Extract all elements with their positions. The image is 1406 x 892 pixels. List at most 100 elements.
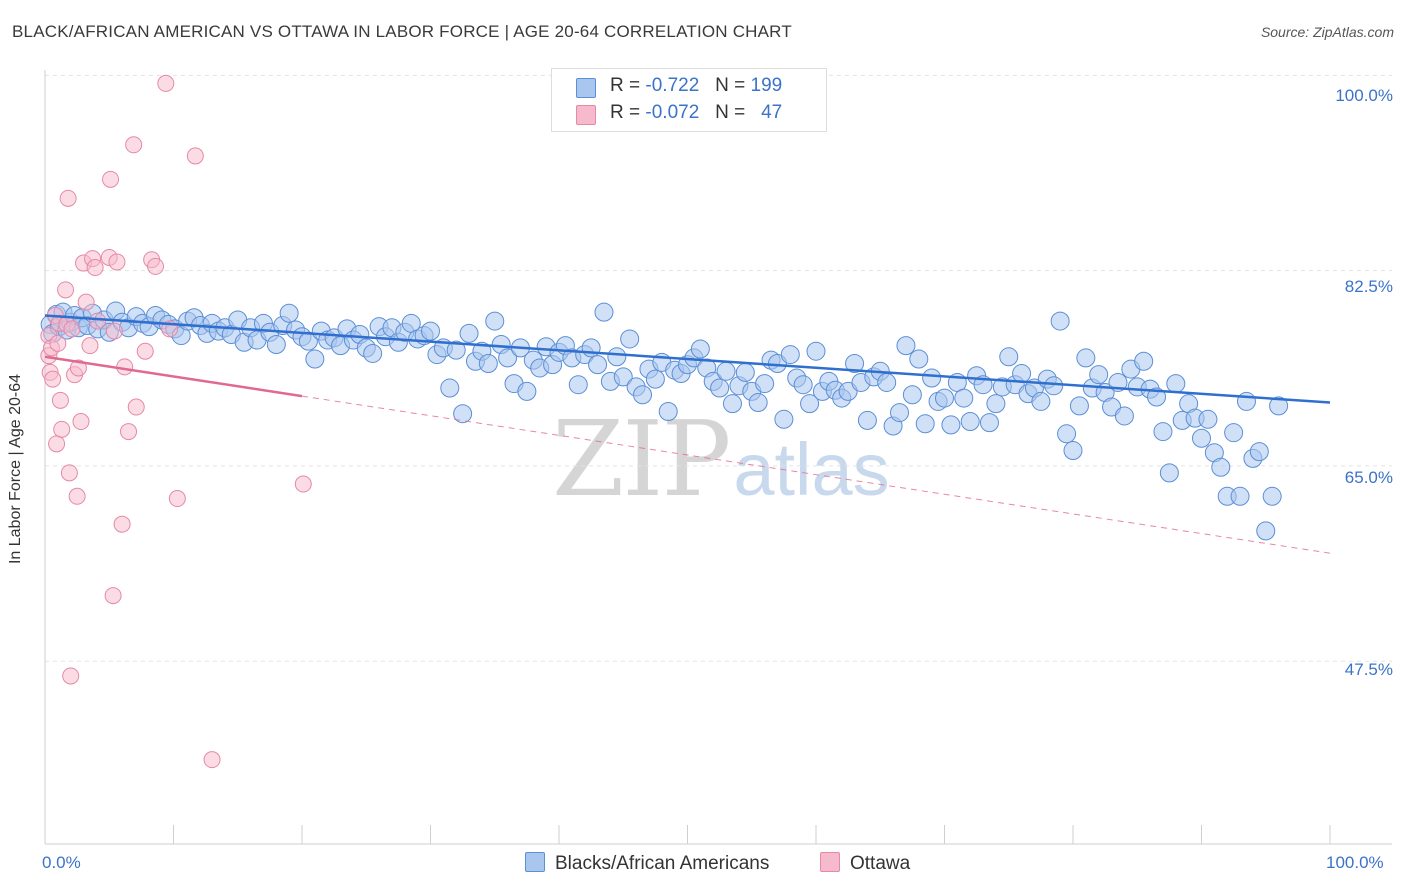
pink-point-34 [120, 423, 138, 441]
blue-point-99 [645, 369, 665, 389]
watermark: ZIPatlas [552, 398, 890, 520]
pink-point-4 [44, 370, 62, 388]
r-value-blue: -0.722 [645, 75, 700, 96]
pink-trend-line-dashed [301, 395, 1331, 554]
blue-point-55 [363, 343, 383, 363]
blue-swatch [576, 78, 596, 98]
blue-point-151 [979, 413, 999, 433]
pink-point-20 [72, 413, 90, 431]
n-value-pink: 47 [761, 102, 783, 123]
pink-point-14 [60, 464, 78, 482]
blue-point-180 [1166, 374, 1186, 394]
blue-point-147 [954, 388, 974, 408]
pink-point-10 [53, 420, 71, 438]
blue-point-185 [1198, 409, 1218, 429]
blue-point-140 [909, 349, 929, 369]
blue-point-137 [890, 403, 910, 423]
pink-point-26 [89, 312, 107, 330]
pink-point-18 [68, 487, 86, 505]
blue-point-93 [607, 347, 627, 367]
blue-point-87 [568, 375, 588, 395]
y-tick-label-65: 65.0% [1344, 468, 1393, 487]
blue-point-97 [633, 385, 653, 405]
blue-point-68 [446, 340, 466, 360]
watermark-zip: ZIP [552, 398, 731, 520]
pink-point-43 [186, 147, 204, 165]
pink-point-13 [59, 189, 77, 207]
n-label: N = [715, 75, 746, 96]
blue-trend-line [44, 314, 1331, 404]
blue-point-172 [1114, 406, 1134, 426]
blue-point-152 [986, 394, 1006, 414]
blue-point-138 [896, 336, 916, 356]
blue-point-190 [1230, 486, 1250, 506]
pink-point-28 [102, 170, 120, 188]
pink-point-36 [127, 398, 145, 416]
stats-legend: R = -0.722 N = 199 R = -0.072 N = 47 [551, 68, 827, 132]
pink-point-35 [125, 136, 143, 154]
blue-point-67 [440, 378, 460, 398]
watermark-atlas: atlas [733, 428, 890, 511]
blue-point-123 [800, 394, 820, 414]
pink-trend-line-solid [44, 355, 303, 398]
n-label: N = [715, 102, 746, 123]
blue-point-106 [690, 339, 710, 359]
blue-point-168 [1089, 365, 1109, 385]
blue-point-195 [1262, 486, 1282, 506]
pink-point-19 [69, 359, 87, 377]
blue-point-130 [845, 353, 865, 373]
blue-point-111 [722, 394, 742, 414]
pink-point-23 [81, 337, 99, 355]
blue-point-109 [710, 378, 730, 398]
blue-point-177 [1147, 387, 1167, 407]
blue-point-184 [1192, 428, 1211, 448]
legend-blue-swatch [525, 852, 545, 872]
n-value-blue: 199 [750, 75, 783, 96]
blue-point-139 [902, 385, 922, 405]
pink-point-25 [86, 259, 104, 277]
blue-point-69 [453, 404, 473, 424]
pink-point-30 [105, 322, 123, 340]
blue-point-154 [999, 347, 1019, 367]
blue-point-141 [915, 414, 935, 434]
blue-point-70 [459, 323, 479, 343]
blue-point-90 [588, 355, 608, 375]
blue-point-64 [421, 321, 440, 341]
pink-point-16 [63, 320, 81, 338]
pink-point-15 [62, 667, 80, 685]
blue-point-193 [1249, 442, 1269, 462]
blue-point-122 [793, 375, 813, 395]
blue-point-120 [780, 345, 800, 365]
blue-point-76 [498, 348, 518, 368]
chart-title: BLACK/AFRICAN AMERICAN VS OTTAWA IN LABO… [12, 22, 792, 41]
r-label: R = [610, 75, 641, 96]
x-tick-label-100: 100.0% [1326, 853, 1384, 872]
blue-point-145 [941, 415, 961, 435]
blue-point-142 [922, 368, 942, 388]
legend-pink-swatch [820, 852, 840, 872]
blue-point-116 [755, 374, 775, 394]
pink-point-31 [108, 253, 126, 271]
source-credit: Source: ZipAtlas.com [1260, 24, 1394, 40]
pink-point-44 [203, 751, 221, 769]
pink-point-29 [104, 587, 122, 605]
blue-point-95 [620, 329, 640, 349]
blue-point-187 [1211, 457, 1231, 477]
blue-point-166 [1076, 348, 1096, 368]
blue-point-189 [1224, 423, 1244, 443]
y-tick-label-100: 100.0% [1335, 86, 1393, 105]
blue-point-196 [1269, 396, 1289, 416]
y-tick-label-47-5: 47.5% [1344, 660, 1393, 679]
pink-point-45 [294, 475, 312, 493]
blue-point-164 [1063, 441, 1083, 461]
pink-point-39 [147, 257, 165, 275]
pink-point-7 [49, 334, 67, 352]
pink-point-9 [51, 391, 69, 409]
pink-point-32 [113, 515, 131, 533]
pink-point-33 [116, 358, 134, 376]
blue-point-94 [613, 367, 633, 387]
blue-point-119 [774, 409, 794, 429]
blue-point-113 [735, 362, 755, 382]
blue-point-132 [857, 410, 877, 430]
